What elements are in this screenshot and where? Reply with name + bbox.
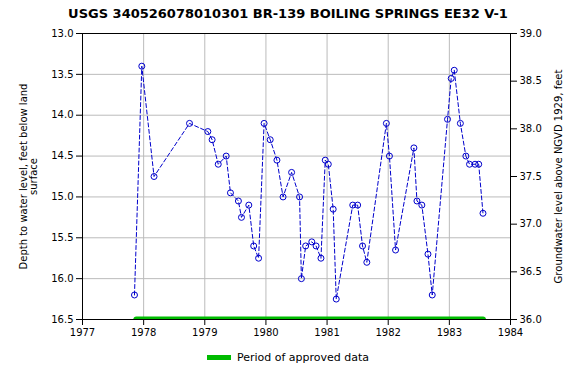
- svg-text:1983: 1983: [437, 327, 462, 338]
- svg-text:Depth to water level, feet bel: Depth to water level, feet below landsur…: [18, 84, 39, 270]
- svg-text:14.0: 14.0: [51, 109, 73, 120]
- html-text:USGS 340526078010301 BR-139 BO: USGS 340526078010301 BR-139 BOILING SPRI…: [68, 6, 508, 21]
- svg-text:1980: 1980: [253, 327, 278, 338]
- svg-text:16.5: 16.5: [51, 314, 73, 325]
- svg-text:15.5: 15.5: [51, 232, 73, 243]
- svg-text:38.5: 38.5: [520, 75, 542, 86]
- svg-text:16.0: 16.0: [51, 273, 73, 284]
- svg-text:1978: 1978: [131, 327, 156, 338]
- svg-text:36.0: 36.0: [520, 314, 542, 325]
- svg-text:13.5: 13.5: [51, 69, 73, 80]
- svg-text:1981: 1981: [314, 327, 339, 338]
- svg-text:15.0: 15.0: [51, 191, 73, 202]
- svg-text:37.0: 37.0: [520, 218, 542, 229]
- svg-text:37.5: 37.5: [520, 171, 542, 182]
- svg-text:39.0: 39.0: [520, 28, 542, 39]
- svg-text:13.0: 13.0: [51, 28, 73, 39]
- svg-text:1984: 1984: [498, 327, 523, 338]
- svg-text:36.5: 36.5: [520, 266, 542, 277]
- svg-text:1979: 1979: [192, 327, 217, 338]
- svg-text:Groundwater level above NGVD 1: Groundwater level above NGVD 1929, feet: [553, 70, 564, 284]
- svg-text:14.5: 14.5: [51, 150, 73, 161]
- svg-text:1977: 1977: [70, 327, 95, 338]
- svg-text:38.0: 38.0: [520, 123, 542, 134]
- html-text:Period of approved data: Period of approved data: [236, 351, 370, 364]
- svg-text:1982: 1982: [375, 327, 400, 338]
